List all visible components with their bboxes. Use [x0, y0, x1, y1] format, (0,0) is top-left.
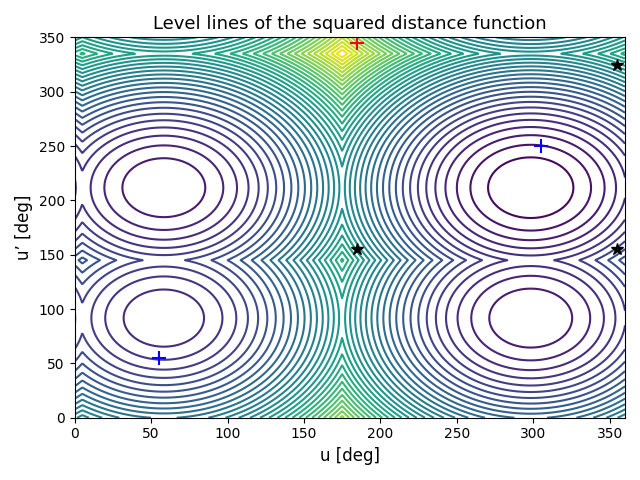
Y-axis label: u’ [deg]: u’ [deg] [15, 195, 33, 260]
Title: Level lines of the squared distance function: Level lines of the squared distance func… [153, 15, 547, 33]
X-axis label: u [deg]: u [deg] [320, 447, 380, 465]
